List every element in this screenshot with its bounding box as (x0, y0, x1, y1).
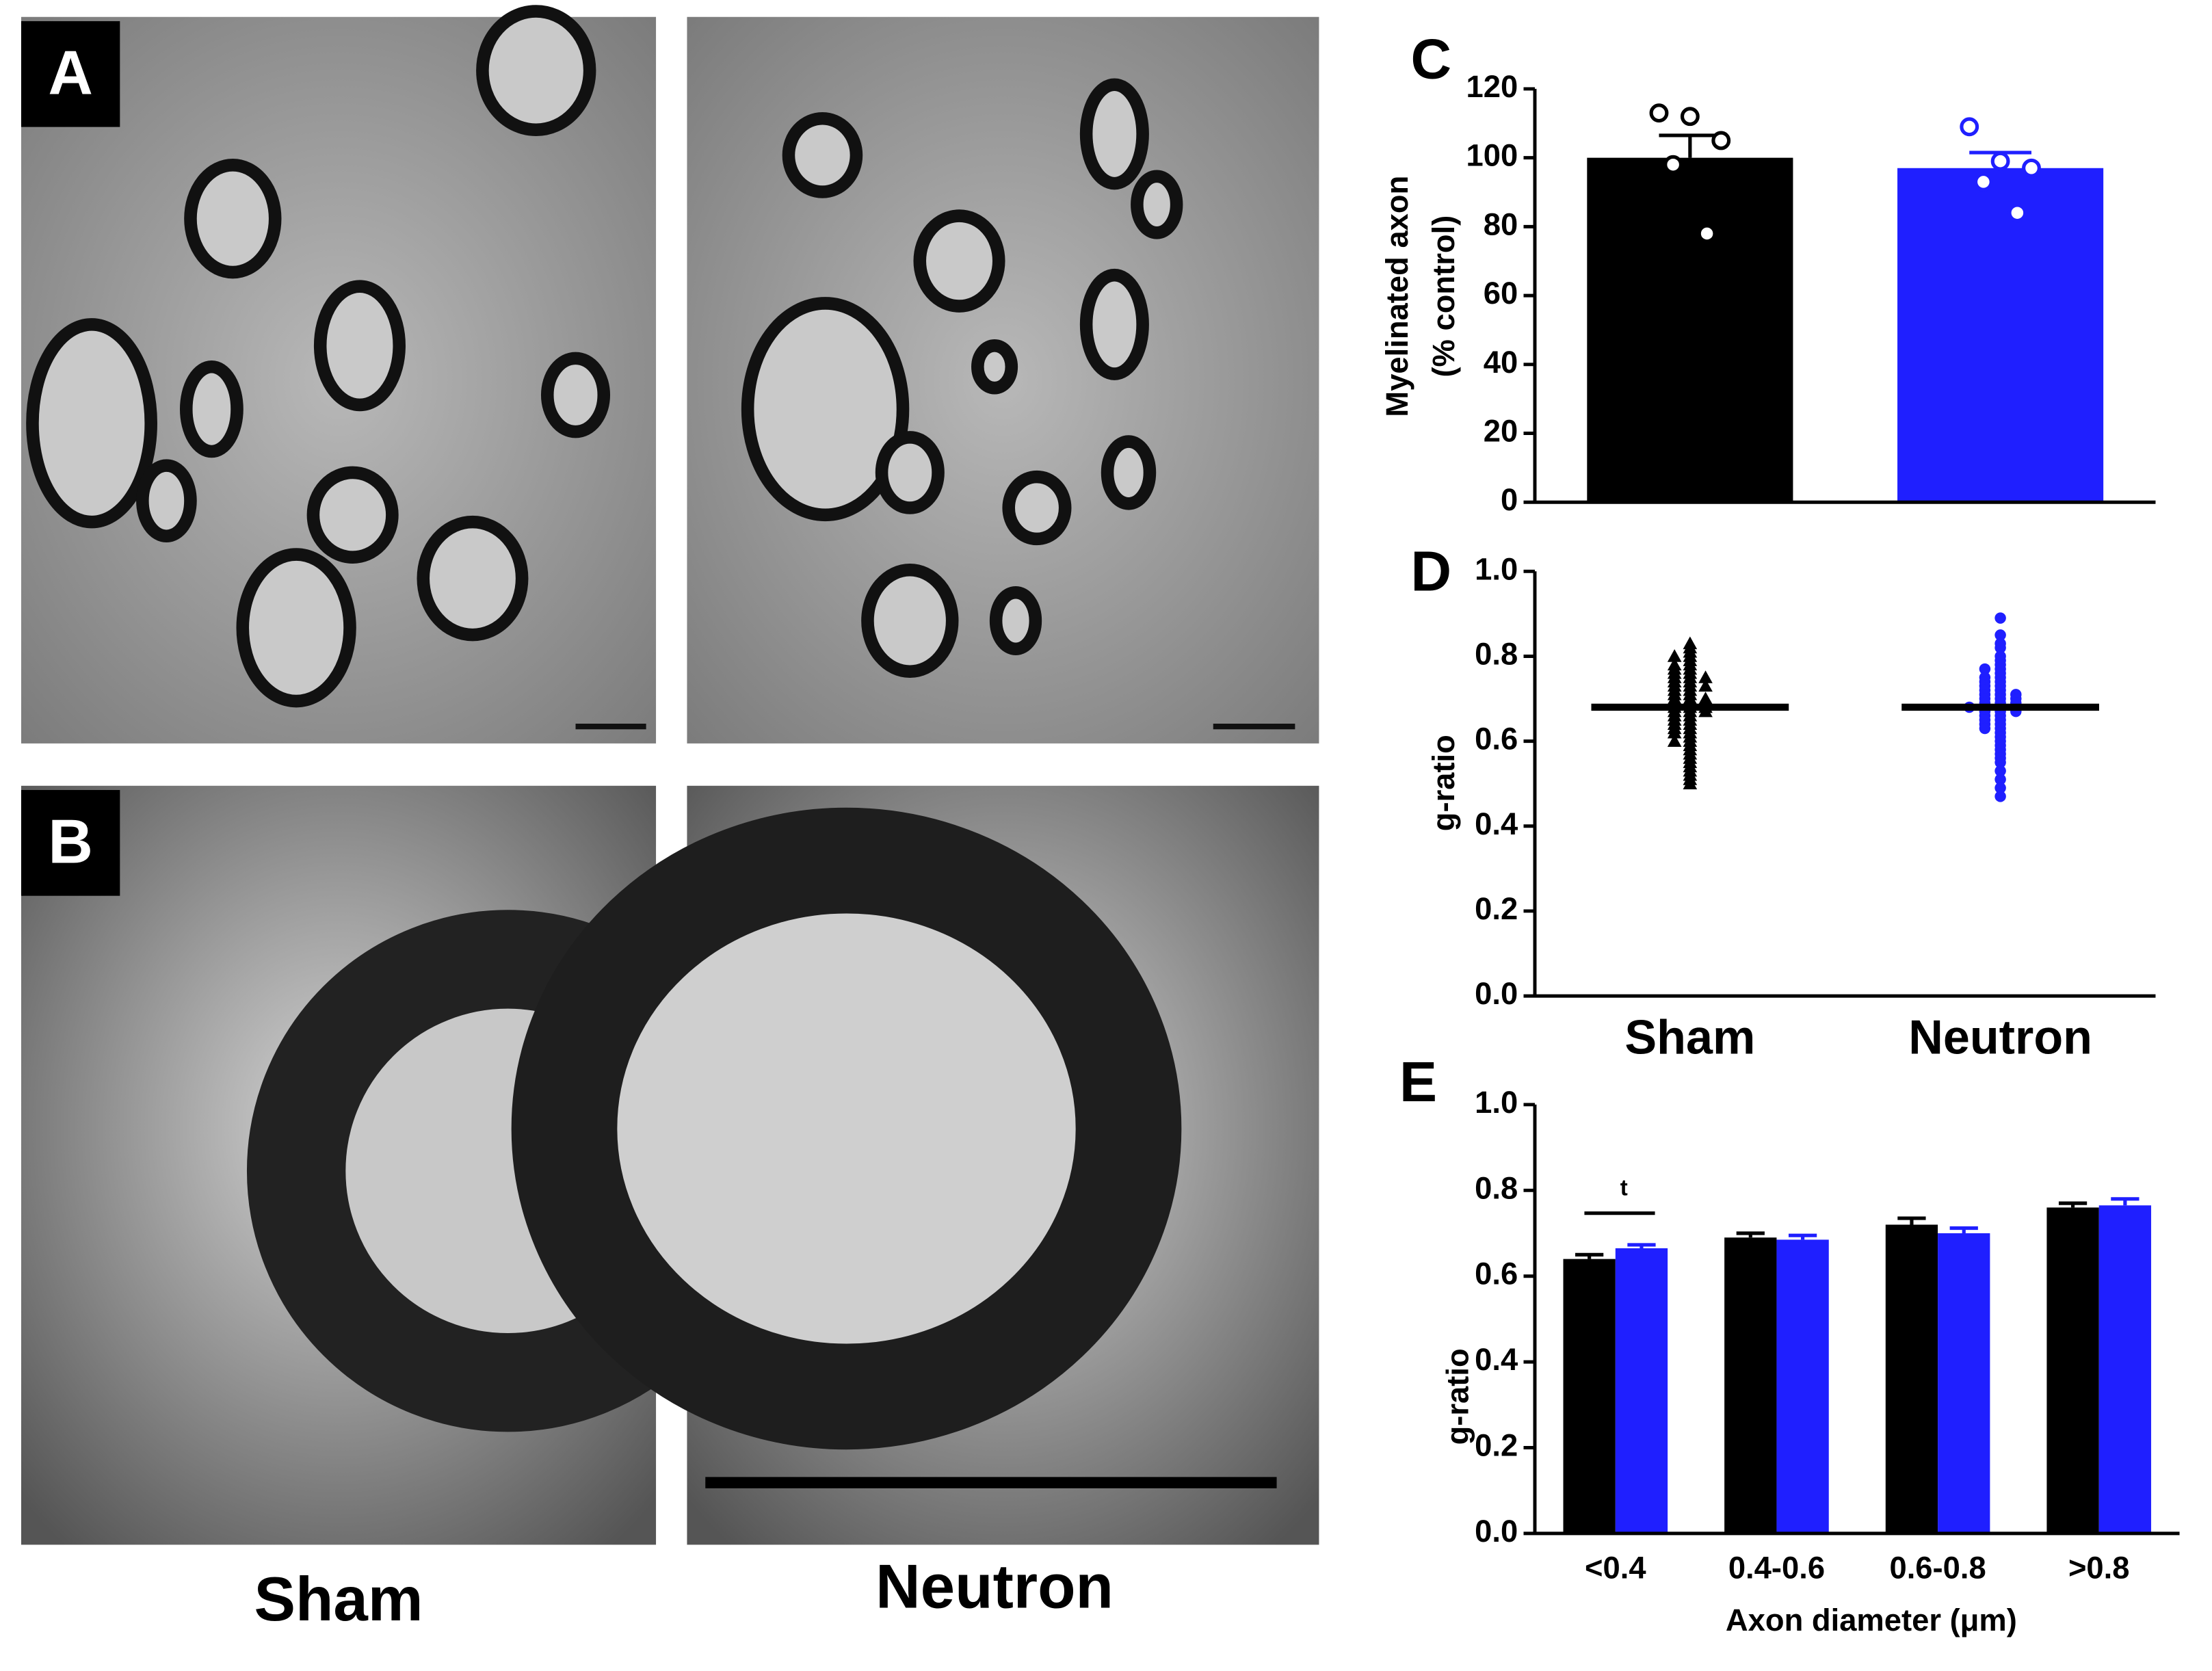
x-axis-label: Axon diameter (μm) (1726, 1603, 2017, 1637)
error-bar (1659, 133, 1722, 158)
data-point (1663, 155, 1683, 174)
data-point (1667, 649, 1682, 662)
data-point (1960, 117, 1979, 137)
data-point (1994, 629, 2006, 641)
y-axis-label: g-ratio (1440, 1348, 1475, 1445)
y-tick-label: 0.2 (1475, 891, 1518, 926)
y-tick-label: 0.8 (1475, 1170, 1518, 1205)
data-point (1698, 704, 1713, 718)
y-tick-label: 0.0 (1475, 976, 1518, 1011)
data-point (1698, 670, 1713, 683)
error-bar (2058, 1201, 2088, 1208)
y-tick-label: 1.0 (1475, 551, 1518, 586)
y-tick-label: 0.6 (1475, 722, 1518, 756)
error-bar (1949, 1226, 1978, 1234)
bar (1885, 1224, 1938, 1534)
bar (1587, 157, 1793, 503)
bar (1938, 1233, 1990, 1534)
caption: Neutron (875, 1552, 1114, 1621)
y-tick-label: 80 (1484, 207, 1518, 241)
data-point (1667, 734, 1682, 747)
data-point (1994, 791, 2006, 802)
data-point (1990, 151, 2010, 171)
bar (1724, 1237, 1777, 1534)
data-point (1994, 765, 2006, 777)
data-point (1698, 679, 1713, 692)
caption: Sham (254, 1565, 423, 1634)
y-tick-label: 120 (1466, 69, 1518, 104)
y-tick-label: 0.0 (1475, 1514, 1518, 1549)
y-tick-label: 0.4 (1475, 1342, 1518, 1377)
bar (1615, 1248, 1668, 1534)
data-point (2007, 203, 2027, 223)
data-point (1994, 642, 2006, 654)
y-tick-label: 0.4 (1475, 806, 1518, 841)
x-tick-label: <0.4 (1585, 1551, 1646, 1586)
data-point (1680, 107, 1700, 127)
bar (1776, 1239, 1829, 1534)
micrograph-a-sham (21, 5, 657, 744)
data-point (1711, 131, 1731, 150)
panel-label: A (48, 38, 93, 107)
data-point (1979, 663, 1991, 675)
bar (1897, 168, 2104, 503)
x-tick-label: Neutron (1908, 1011, 2092, 1064)
data-point (1683, 776, 1698, 789)
chart-title: C (1410, 28, 1451, 91)
panel-label-box (21, 789, 120, 896)
error-bar (1897, 1216, 1926, 1225)
y-tick-label: 0.6 (1475, 1256, 1518, 1291)
y-axis-label: g-ratio (1426, 735, 1461, 831)
error-bar (1788, 1233, 1817, 1240)
y-axis-label: Myelinated axon (1380, 176, 1414, 417)
y-tick-label: 40 (1484, 345, 1518, 380)
error-bar (2111, 1197, 2139, 1206)
data-point (1994, 756, 2006, 768)
bar (1563, 1259, 1616, 1534)
data-point (2022, 158, 2041, 178)
bar (2098, 1205, 2152, 1534)
data-point (1994, 782, 2006, 794)
data-point (1979, 722, 1991, 735)
error-bar (1575, 1252, 1604, 1259)
error-bar (1736, 1231, 1765, 1238)
error-bar (1627, 1243, 1656, 1248)
data-point (1697, 224, 1717, 244)
micrograph-b-neutron (511, 785, 1319, 1545)
data-point (1994, 774, 2006, 785)
x-tick-label: 0.6-0.8 (1889, 1551, 1986, 1586)
y-tick-label: 1.0 (1475, 1085, 1518, 1120)
chart-title: D (1410, 540, 1451, 603)
y-tick-label: 0.2 (1475, 1427, 1518, 1462)
y-tick-label: 0.8 (1475, 636, 1518, 671)
y-tick-label: 20 (1484, 414, 1518, 449)
y-tick-label: 60 (1484, 276, 1518, 311)
y-axis-label: (% control) (1426, 215, 1461, 378)
y-tick-label: 100 (1466, 138, 1518, 173)
data-point (1649, 103, 1669, 123)
x-tick-label: >0.8 (2068, 1551, 2130, 1586)
data-point (1973, 172, 1993, 192)
chart-title: E (1399, 1051, 1437, 1114)
panel-label-box (21, 21, 120, 127)
data-point (1667, 725, 1682, 739)
y-tick-label: 0 (1501, 482, 1518, 517)
micrograph-a-neutron (687, 16, 1319, 744)
x-tick-label: 0.4-0.6 (1728, 1551, 1825, 1586)
x-tick-label: Sham (1624, 1011, 1755, 1064)
annotation: t (1620, 1174, 1628, 1200)
data-point (1994, 612, 2006, 624)
panel-label: B (48, 807, 93, 876)
bar (2046, 1207, 2099, 1534)
